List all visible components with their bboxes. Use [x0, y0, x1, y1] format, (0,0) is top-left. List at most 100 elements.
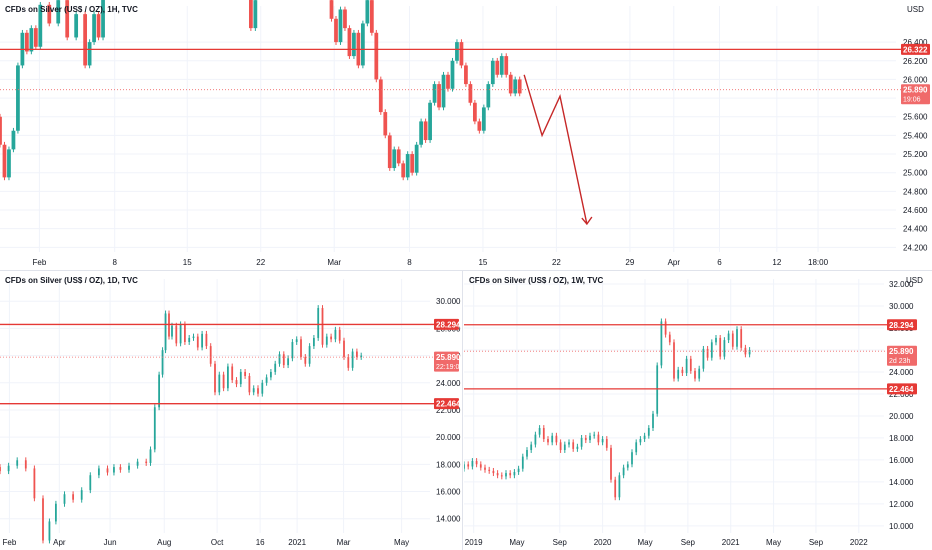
silver-1h-candle-body	[490, 60, 495, 85]
silver-1d-level-tag	[434, 318, 459, 330]
silver-1w-candle-body	[639, 439, 642, 443]
silver-1h-candle-body	[360, 23, 365, 66]
silver-1h-candle-body	[383, 112, 388, 136]
silver-1h-candle-body	[401, 163, 406, 178]
silver-1d-y-tick-label: 20.000	[436, 433, 461, 442]
silver-1d-x-tick-label: Feb	[3, 538, 17, 547]
silver-1w-candle-body	[656, 365, 659, 414]
silver-1h-y-tick-label: 25.000	[903, 169, 928, 178]
silver-1h-last-price-label: 25.890	[903, 86, 928, 95]
silver-1h-candle-body	[513, 79, 518, 94]
silver-1w-x-tick-label: Sep	[809, 538, 824, 547]
chart-panel-1d[interactable]: 30.00028.00026.00024.00022.00020.00018.0…	[0, 271, 463, 550]
silver-1d-candle-body	[261, 382, 264, 394]
silver-1d-candle-body	[239, 371, 242, 385]
silver-1h-y-tick-label: 25.600	[903, 113, 928, 122]
silver-1d-candle-body	[16, 460, 19, 466]
silver-1d-candle-body	[153, 407, 156, 450]
silver-1h-candle-body	[248, 0, 253, 29]
chart-panel-1w[interactable]: 32.00030.00028.00026.00024.00022.00020.0…	[464, 271, 932, 550]
silver-1h-x-tick-label: 18:00	[808, 258, 829, 267]
silver-1w-candle-body	[555, 435, 558, 443]
silver-1w-last-price-tag	[887, 345, 917, 366]
silver-1h-candle-body	[38, 4, 43, 47]
silver-1d-candle-body	[164, 313, 167, 351]
silver-1w-level-tag	[887, 383, 917, 395]
silver-1h-candle-body	[477, 121, 482, 131]
silver-1h-candle-body	[96, 14, 101, 38]
silver-1h-x-tick-label: 22	[256, 258, 265, 267]
silver-1h-x-tick-label: 8	[407, 258, 412, 267]
silver-1w-candle-body	[748, 350, 751, 355]
silver-1h-candle-body	[374, 32, 379, 80]
silver-1w-candle-body	[521, 456, 524, 469]
silver-1d-x-tick-label: Aug	[157, 538, 171, 547]
silver-1d-candle-body	[360, 355, 363, 357]
silver-1w-candle-body	[496, 473, 499, 476]
silver-1h-candle-body	[392, 149, 397, 169]
silver-1d-candle-body	[274, 363, 277, 372]
silver-1h-candle-body	[347, 28, 352, 57]
silver-1w-candle-body	[635, 442, 638, 453]
silver-1d-y-tick-label: 24.000	[436, 379, 461, 388]
silver-1d-candle-body	[231, 366, 234, 381]
silver-1h-x-tick-label: 29	[625, 258, 634, 267]
silver-1h-candle-body	[495, 60, 500, 75]
silver-1h-candle-body	[508, 74, 513, 94]
silver-1w-y-tick-label: 14.000	[889, 478, 914, 487]
silver-1w-candle-body	[601, 439, 604, 443]
silver-1d-candle-body	[325, 336, 328, 345]
silver-1h-candle-body	[2, 144, 7, 178]
chart-1h-unit-label: USD	[907, 5, 924, 14]
silver-1w-candle-body	[744, 347, 747, 355]
silver-1h-candle-body	[343, 9, 347, 29]
silver-1h-x-tick-label: 15	[183, 258, 192, 267]
silver-1h-candle-body	[83, 14, 88, 66]
silver-1d-candle-body	[252, 388, 255, 393]
silver-1w-candle-body	[563, 444, 566, 451]
silver-1w-level-label: 28.294	[889, 321, 914, 330]
silver-1w-candle-body	[706, 348, 709, 358]
silver-1h-candle-body	[378, 79, 383, 113]
silver-1h-candle-body	[517, 79, 522, 94]
silver-1w-level-label: 22.464	[889, 385, 914, 394]
silver-1w-y-tick-label: 22.000	[889, 390, 914, 399]
silver-1h-level-tag	[901, 43, 930, 55]
silver-1w-candle-body	[597, 434, 600, 443]
silver-1d-y-tick-label: 16.000	[436, 488, 461, 497]
silver-1w-y-tick-label: 30.000	[889, 302, 914, 311]
silver-1d-candle-body	[300, 339, 302, 357]
silver-1d-y-tick-label: 14.000	[436, 515, 461, 524]
silver-1d-candle-body	[183, 324, 186, 343]
silver-1d-y-tick-label: 30.000	[436, 297, 461, 306]
silver-1h-candle-body	[441, 74, 446, 108]
silver-1w-y-tick-label: 16.000	[889, 456, 914, 465]
silver-1h-y-tick-label: 24.200	[903, 243, 928, 252]
silver-1d-last-price-tag	[434, 351, 459, 372]
silver-1d-candle-body	[33, 468, 36, 499]
silver-1h-y-tick-label: 24.800	[903, 187, 928, 196]
chart-1d-svg[interactable]: 30.00028.00026.00024.00022.00020.00018.0…	[0, 271, 462, 550]
silver-1w-candle-body	[513, 472, 516, 476]
silver-1d-candle-body	[209, 346, 212, 364]
silver-1h-level-label: 26.322	[903, 45, 928, 54]
silver-1w-candle-body	[467, 464, 470, 467]
chart-panel-1h[interactable]: 26.40026.20026.00025.80025.60025.40025.2…	[0, 0, 932, 271]
silver-1d-candle-body	[97, 468, 100, 476]
silver-1d-x-tick-label: Mar	[337, 538, 351, 547]
silver-1w-candle-body	[731, 333, 734, 347]
silver-1d-candle-body	[287, 358, 290, 366]
silver-1w-candle-body	[694, 370, 696, 379]
chart-1w-svg[interactable]: 32.00030.00028.00026.00024.00022.00020.0…	[464, 271, 932, 550]
silver-1w-candle-body	[715, 337, 717, 343]
silver-1w-candle-body	[652, 413, 654, 429]
silver-1w-x-tick-label: May	[509, 538, 524, 547]
silver-1h-candle-body	[253, 0, 258, 29]
silver-1d-candle-body	[257, 388, 259, 394]
chart-1h-title: CFDs on Silver (US$ / OZ), 1H, TVC	[5, 5, 138, 14]
chart-1h-svg[interactable]: 26.40026.20026.00025.80025.60025.40025.2…	[0, 0, 932, 270]
silver-1w-candle-body	[505, 473, 507, 477]
silver-1h-candle-body	[410, 154, 415, 173]
silver-1w-x-tick-label: 2022	[850, 538, 868, 547]
silver-1d-x-tick-label: May	[394, 538, 409, 547]
